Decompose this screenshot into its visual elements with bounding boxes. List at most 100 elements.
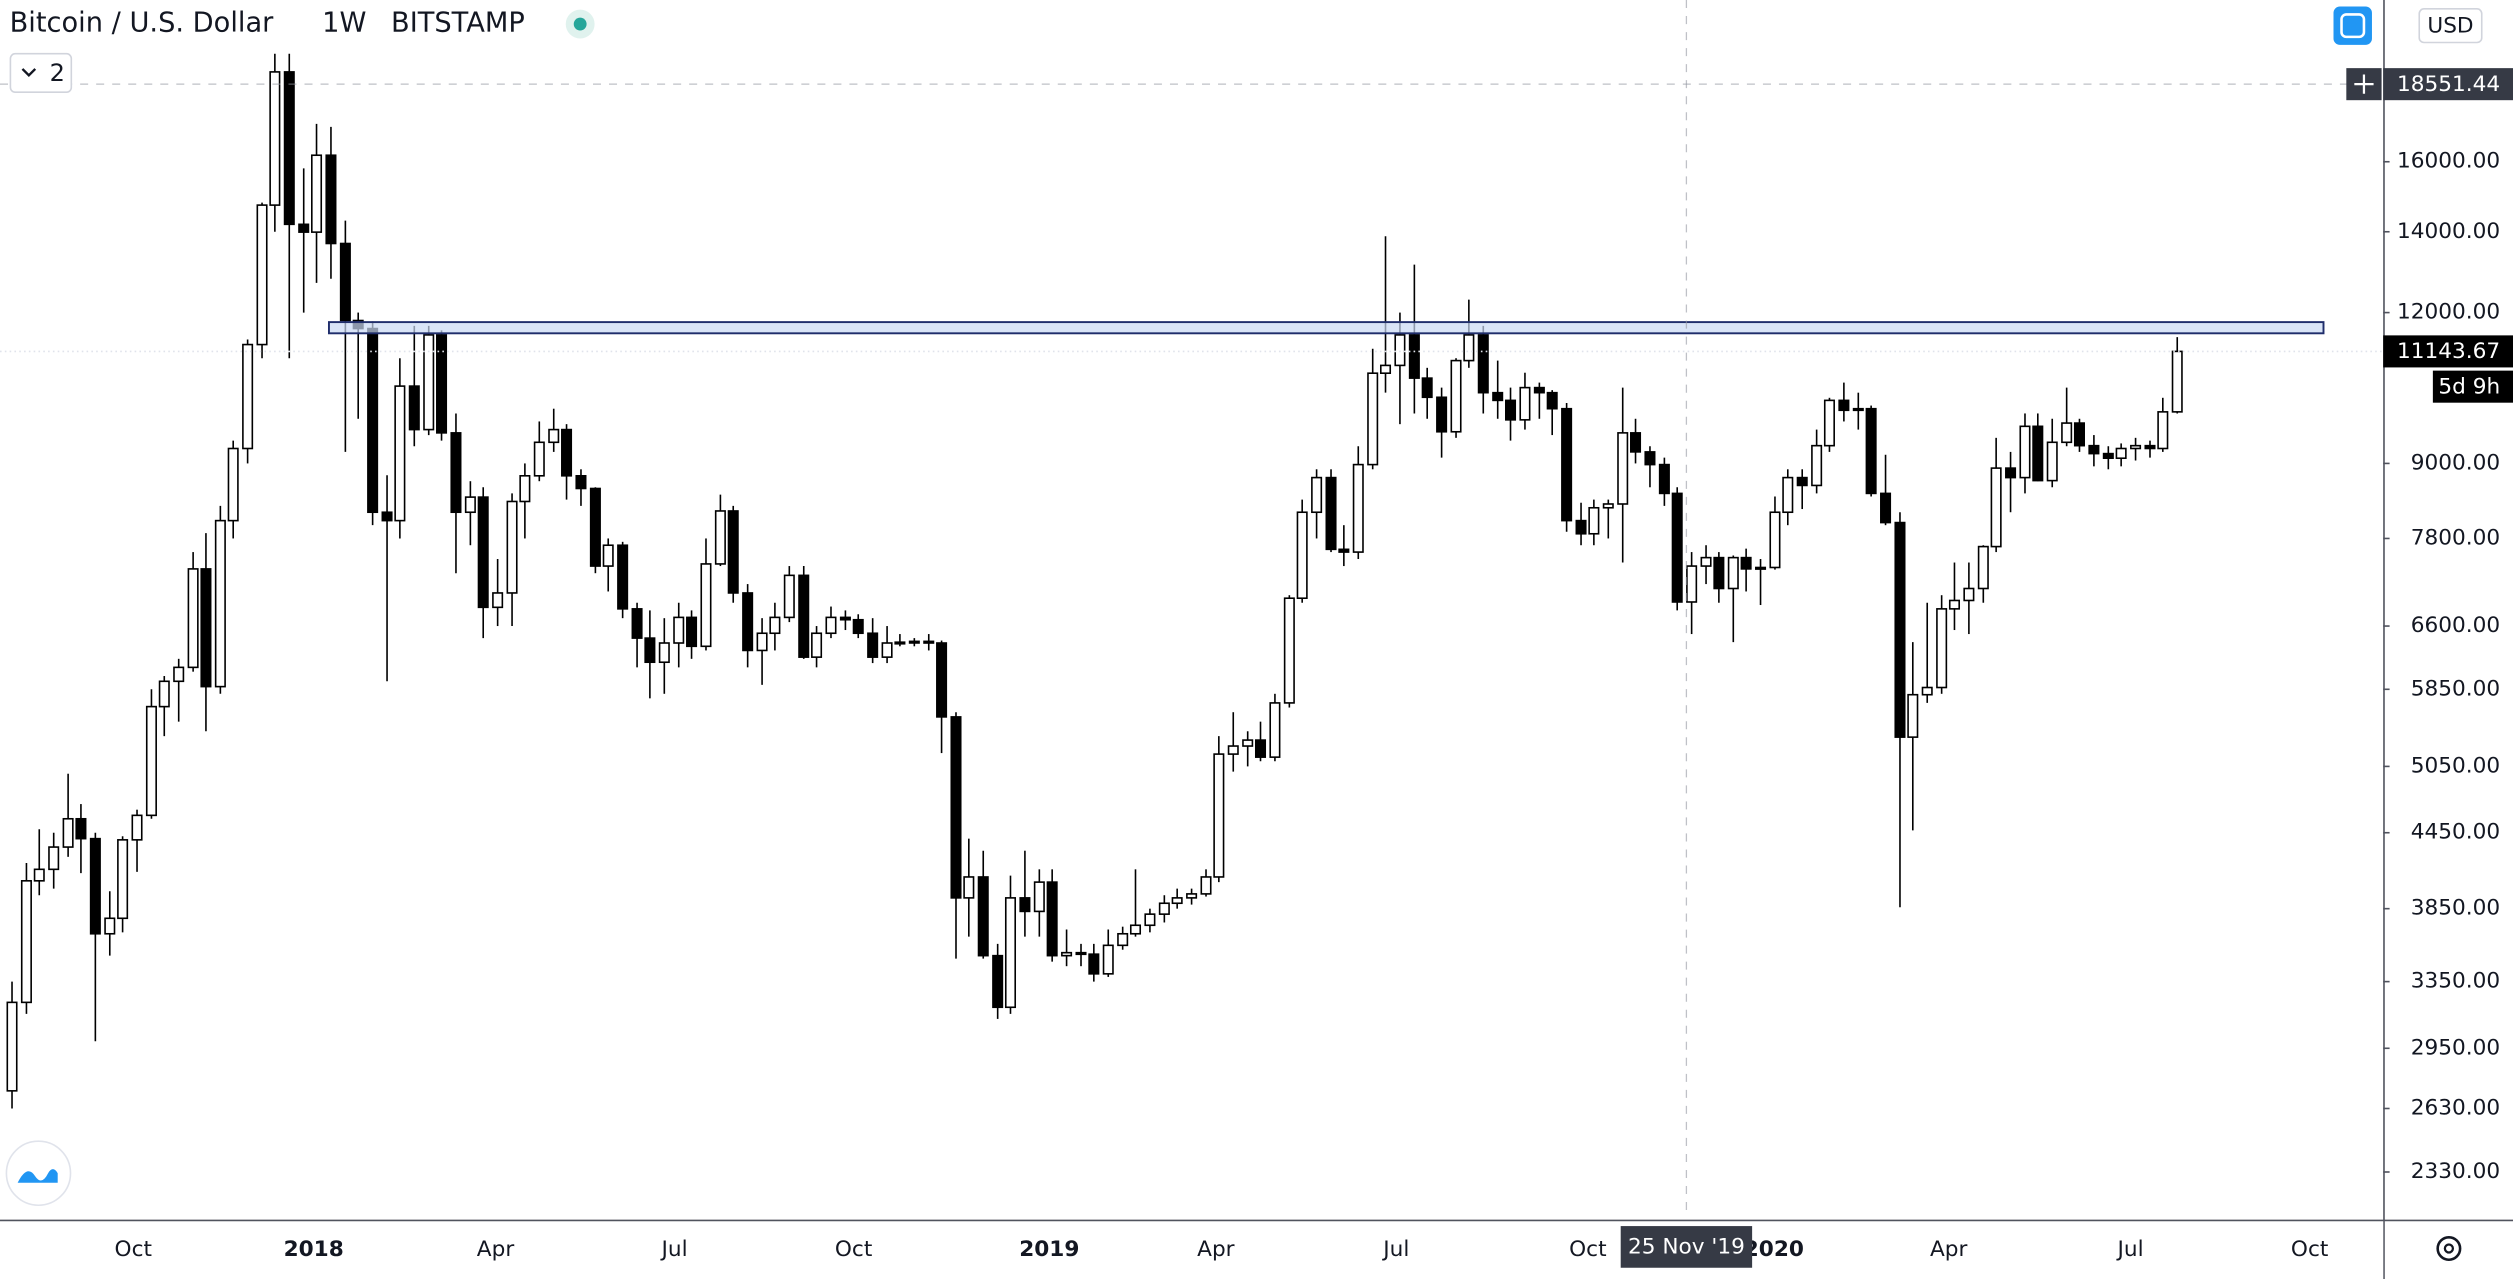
candle-body-up bbox=[145, 705, 157, 817]
candle-body-down bbox=[1046, 881, 1058, 957]
chevron-icon bbox=[21, 68, 37, 78]
candle-body-up bbox=[1394, 334, 1406, 367]
candle-body-down bbox=[2073, 422, 2085, 447]
candle-body-up bbox=[825, 616, 837, 635]
candle-body-up bbox=[519, 475, 531, 503]
candle-body-down bbox=[867, 632, 879, 658]
candle-body-up bbox=[394, 385, 406, 522]
candle-body-down bbox=[1019, 897, 1031, 913]
candle-body-up bbox=[1948, 599, 1960, 610]
candle-body-up bbox=[256, 204, 268, 346]
candle-body-down bbox=[2032, 425, 2044, 482]
candle-body-down bbox=[950, 716, 962, 899]
candle-body-up bbox=[1907, 693, 1919, 738]
candle-body-down bbox=[1644, 451, 1656, 466]
x-tick-label: Apr bbox=[1930, 1237, 1968, 1262]
candle-body-down bbox=[1492, 391, 1504, 402]
crosshair-date-label: 25 Nov '19 bbox=[1628, 1235, 1745, 1260]
y-tick-label: 16000.00 bbox=[2397, 149, 2500, 174]
candle-body-up bbox=[1782, 476, 1794, 514]
x-tick-label: 2019 bbox=[1019, 1237, 1079, 1262]
candle-body-down bbox=[2088, 444, 2100, 455]
candle-body-up bbox=[1700, 556, 1712, 567]
candle-body-down bbox=[1880, 492, 1892, 524]
candle-body-up bbox=[1311, 476, 1323, 514]
tradingview-logo[interactable] bbox=[5, 1140, 72, 1207]
candle-body-up bbox=[1963, 587, 1975, 602]
settings-icon bbox=[2443, 1243, 2455, 1254]
candle-body-down bbox=[1533, 386, 1545, 394]
candle-body-down bbox=[1254, 739, 1267, 758]
currency-box[interactable] bbox=[2418, 8, 2483, 44]
candle-body-up bbox=[756, 632, 768, 652]
candle-body-down bbox=[2005, 467, 2017, 479]
fullscreen-icon bbox=[2340, 13, 2366, 39]
candle-body-up bbox=[881, 642, 893, 658]
candle-body-up bbox=[48, 846, 60, 871]
candle-body-up bbox=[214, 519, 226, 688]
x-tick-label: Oct bbox=[835, 1237, 872, 1262]
candle-body-up bbox=[1463, 334, 1475, 362]
candle-body-up bbox=[700, 563, 712, 648]
crosshair-price-badge bbox=[2383, 68, 2513, 101]
candle-body-up bbox=[173, 666, 185, 683]
candle-body-down bbox=[283, 71, 295, 226]
candle-body-up bbox=[1921, 686, 1933, 696]
candle-body-down bbox=[2102, 452, 2114, 460]
y-tick-label: 3350.00 bbox=[2411, 969, 2500, 994]
candle-body-up bbox=[602, 544, 614, 567]
candle-body-up bbox=[1061, 951, 1073, 957]
y-tick-label: 14000.00 bbox=[2397, 219, 2500, 244]
interval[interactable]: 1W bbox=[322, 8, 366, 39]
candle-body-down bbox=[200, 568, 212, 688]
candle-body-up bbox=[1727, 556, 1739, 590]
candle-body-up bbox=[548, 428, 560, 444]
fullscreen-button[interactable] bbox=[2333, 6, 2372, 45]
symbol-title[interactable]: Bitcoin / U.S. Dollar bbox=[10, 8, 275, 39]
candle-body-up bbox=[1852, 407, 1864, 412]
candle-body-down bbox=[1838, 399, 1850, 412]
candle-body-down bbox=[992, 954, 1004, 1009]
candle-body-up bbox=[1004, 897, 1017, 1009]
x-tick-label: Jul bbox=[2116, 1237, 2144, 1262]
candle-body-up bbox=[1769, 511, 1781, 569]
candle-body-up bbox=[811, 632, 823, 658]
candle-body-down bbox=[1477, 334, 1489, 394]
candle-body-up bbox=[6, 1001, 18, 1092]
settings-button[interactable] bbox=[2436, 1236, 2462, 1262]
candle-body-up bbox=[187, 568, 199, 669]
candle-body-up bbox=[1296, 511, 1308, 600]
candle-body-down bbox=[1436, 396, 1448, 433]
candle-body-up bbox=[1227, 745, 1239, 755]
candle-body-down bbox=[839, 616, 851, 621]
candle-body-down bbox=[923, 640, 935, 644]
candle-body-up bbox=[464, 496, 476, 514]
candle-body-up bbox=[1186, 893, 1198, 899]
candle-body-up bbox=[1450, 359, 1462, 433]
candle-body-up bbox=[311, 154, 323, 233]
candle-body-up bbox=[104, 917, 116, 935]
candle-body-up bbox=[20, 880, 32, 1004]
candle-body-up bbox=[1686, 565, 1698, 603]
x-tick-label: 2018 bbox=[284, 1237, 344, 1262]
crosshair-price-label: 18551.44 bbox=[2397, 72, 2500, 97]
plot-area bbox=[6, 53, 2183, 1109]
y-tick-label: 2630.00 bbox=[2411, 1095, 2500, 1120]
candle-body-down bbox=[367, 327, 379, 514]
y-tick-label: 3850.00 bbox=[2411, 896, 2500, 921]
y-tick-label: 12000.00 bbox=[2397, 300, 2500, 325]
candle-body-down bbox=[1658, 463, 1670, 495]
candle-body-down bbox=[1088, 953, 1100, 975]
candle-body-up bbox=[2046, 441, 2058, 482]
indicators-toggle[interactable] bbox=[9, 52, 73, 93]
x-tick-label: 2020 bbox=[1744, 1237, 1804, 1262]
candle-body-up bbox=[1367, 372, 1379, 466]
y-tick-label: 2330.00 bbox=[2411, 1159, 2500, 1184]
candle-body-up bbox=[62, 817, 74, 848]
candle-body-down bbox=[575, 475, 587, 490]
candle-body-down bbox=[1325, 476, 1337, 551]
candle-body-up bbox=[1588, 506, 1600, 535]
candle-body-down bbox=[1740, 556, 1752, 570]
